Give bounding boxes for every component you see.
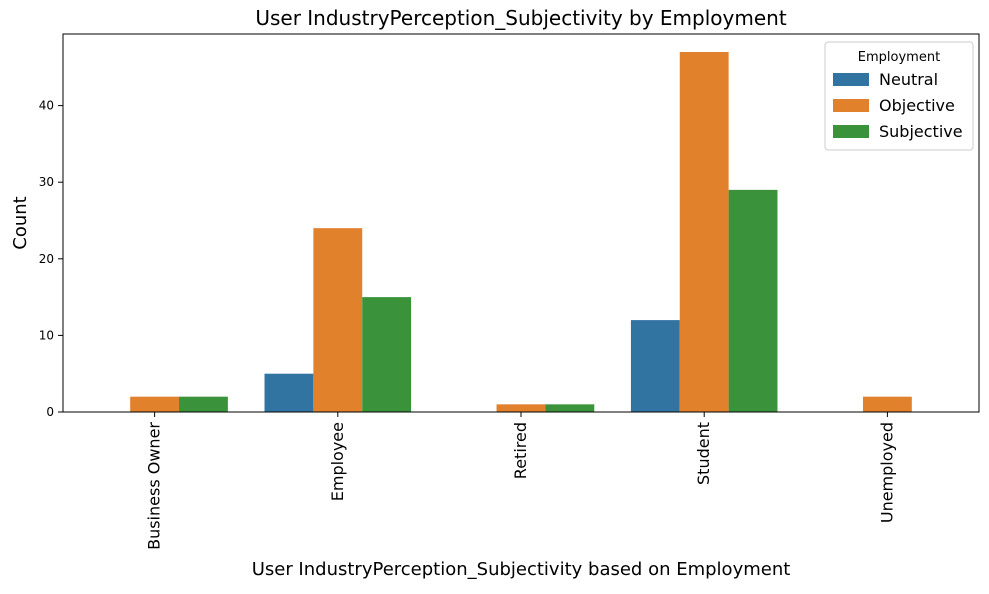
y-tick-label: 30 <box>39 175 54 189</box>
x-tick-label: Unemployed <box>877 422 896 523</box>
y-tick-label: 20 <box>39 252 54 266</box>
bar-neutral-employee <box>264 373 314 412</box>
y-tick-label: 0 <box>46 405 54 419</box>
legend: Employment Neutral Objective Subjective <box>824 41 974 151</box>
bar-subjective-business-owner <box>179 396 228 412</box>
bars-group <box>130 52 912 412</box>
x-tick-label: Retired <box>511 422 530 479</box>
x-tick-label: Business Owner <box>145 422 164 550</box>
y-axis-label: Count <box>10 196 31 249</box>
legend-label: Neutral <box>879 70 938 89</box>
bar-objective-unemployed <box>862 396 912 412</box>
legend-swatch <box>833 73 869 86</box>
bar-objective-business-owner <box>130 396 180 412</box>
legend-swatch <box>833 99 869 112</box>
x-axis: Business Owner Employee Retired Student Unem… <box>145 412 896 550</box>
legend-box <box>824 41 974 151</box>
y-tick-label: 10 <box>39 328 54 342</box>
bar-neutral-student <box>630 320 680 412</box>
bar-subjective-retired <box>545 404 595 412</box>
chart-title: User IndustryPerception_Subjectivity by … <box>255 6 786 30</box>
y-tick-label: 40 <box>39 99 54 113</box>
y-axis: 0 10 20 30 40 <box>39 99 63 419</box>
bar-subjective-student <box>728 189 778 412</box>
x-tick-label: Student <box>694 422 713 485</box>
bar-subjective-employee <box>362 297 412 412</box>
x-tick-label: Employee <box>328 422 347 501</box>
legend-label: Objective <box>879 96 955 115</box>
legend-swatch <box>833 125 869 138</box>
x-axis-label: User IndustryPerception_Subjectivity bas… <box>252 559 791 580</box>
legend-label: Subjective <box>879 122 963 141</box>
bar-objective-employee <box>313 228 363 412</box>
legend-title: Employment <box>858 50 940 65</box>
bar-objective-retired <box>496 404 546 412</box>
bar-objective-student <box>679 52 729 412</box>
